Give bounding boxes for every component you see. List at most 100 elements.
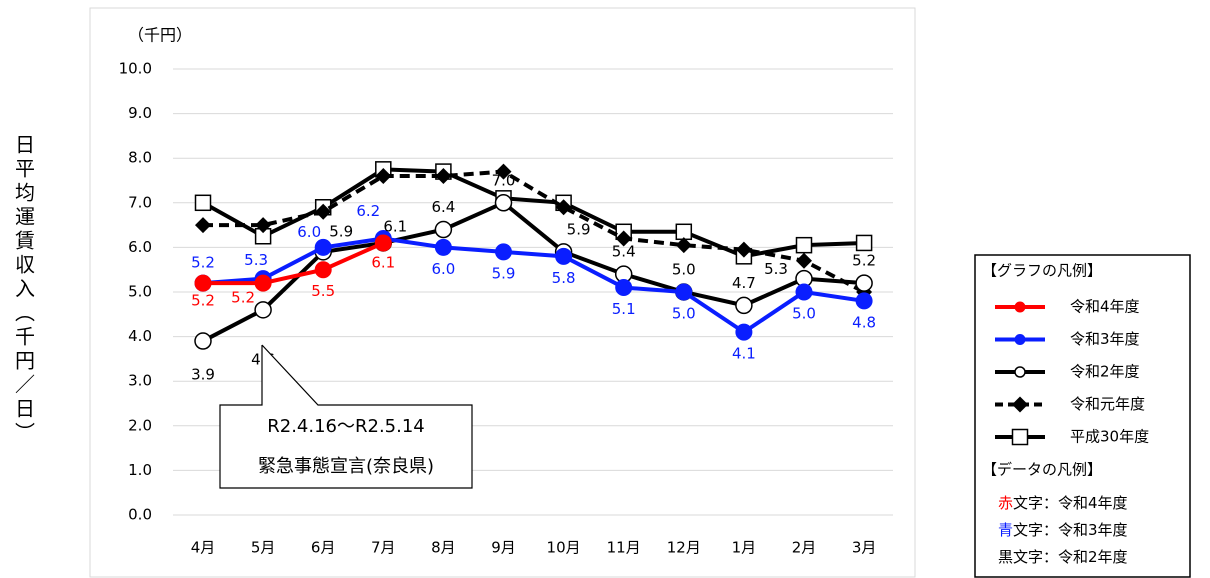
series-line	[203, 169, 866, 294]
chart-frame	[89, 7, 916, 578]
data-point	[434, 220, 453, 239]
data-point	[675, 283, 693, 301]
legend-marker	[1011, 428, 1029, 446]
data-legend-text: 文字：令和4年度	[1013, 494, 1128, 512]
data-point	[735, 323, 753, 341]
y-tick-label: 2.0	[128, 416, 152, 434]
data-label: 5.9	[329, 222, 353, 240]
data-legend-item: 黒文字：令和2年度	[998, 548, 1128, 566]
data-legend-title: 【データの凡例】	[982, 461, 1102, 479]
y-tick-label: 7.0	[128, 193, 152, 211]
data-label: 6.2	[356, 202, 380, 220]
legend-title: 【グラフの凡例】	[982, 262, 1102, 280]
data-point	[855, 292, 873, 310]
data-point	[255, 217, 272, 234]
data-label: 5.2	[231, 289, 255, 307]
data-point	[615, 230, 632, 247]
data-label: 5.5	[311, 282, 335, 300]
legend-label: 令和4年度	[1070, 298, 1140, 316]
y-tick-label: 1.0	[128, 461, 152, 479]
data-point	[795, 236, 813, 254]
data-label: 5.8	[552, 269, 576, 287]
x-tick-label: 7月	[371, 539, 396, 557]
data-label: 5.4	[612, 243, 636, 261]
annotation-text: 緊急事態宣言(奈良県)	[258, 456, 434, 477]
data-point	[735, 296, 753, 315]
data-label: 5.1	[612, 300, 636, 318]
legend-marker	[1014, 301, 1026, 313]
data-legend-text: 文字：令和3年度	[1013, 521, 1128, 539]
data-point	[855, 234, 873, 252]
series-line	[202, 200, 865, 343]
data-point	[615, 279, 633, 297]
data-point	[555, 199, 572, 216]
y-tick-label: 9.0	[128, 104, 152, 122]
data-label: 5.2	[191, 292, 215, 310]
data-point	[434, 238, 452, 256]
y-tick-label: 10.0	[119, 60, 152, 78]
data-point	[194, 332, 212, 350]
data-label: 6.1	[371, 253, 395, 271]
y-tick-label: 5.0	[128, 283, 152, 301]
y-tick-label: 8.0	[128, 149, 152, 167]
x-tick-label: 2月	[792, 539, 817, 557]
data-label: 7.0	[492, 171, 516, 189]
x-tick-label: 8月	[431, 539, 456, 557]
data-point	[675, 237, 692, 254]
data-label: 4.7	[732, 274, 756, 292]
data-label: 5.9	[492, 264, 516, 282]
annotation-text: R2.4.16～R2.5.14	[267, 416, 425, 437]
data-point	[374, 234, 392, 252]
x-tick-label: 3月	[852, 539, 877, 557]
series-line	[203, 241, 385, 286]
data-label: 6.4	[431, 198, 455, 216]
data-label: 6.0	[297, 223, 321, 241]
data-point	[675, 223, 693, 241]
data-point	[375, 168, 392, 185]
data-label: 6.1	[383, 217, 407, 235]
data-legend-color-word: 赤	[998, 494, 1013, 512]
data-point	[195, 217, 211, 234]
legend-label: 令和2年度	[1070, 363, 1140, 381]
data-point	[495, 163, 512, 180]
unit-label: （千円）	[128, 26, 192, 45]
legend-items: 令和4年度令和3年度令和2年度令和元年度平成30年度赤文字：令和4年度青文字：令…	[995, 298, 1149, 566]
x-tick-label: 12月	[667, 539, 701, 557]
x-tick-label: 6月	[311, 539, 336, 557]
data-point	[435, 168, 452, 185]
data-label: 6.0	[431, 260, 455, 278]
data-legend-item: 赤文字：令和4年度	[998, 494, 1128, 512]
data-point	[314, 261, 332, 279]
series-line	[202, 167, 865, 259]
data-legend-item: 青文字：令和3年度	[998, 521, 1128, 539]
data-point	[495, 243, 512, 261]
data-label: 5.9	[567, 220, 591, 238]
data-point	[855, 274, 873, 292]
data-point	[735, 241, 752, 258]
x-tick-label: 9月	[491, 539, 516, 557]
data-point	[494, 194, 513, 212]
series-line	[202, 236, 865, 335]
data-label: 3.9	[191, 366, 215, 384]
data-point	[795, 283, 813, 301]
data-point	[194, 274, 212, 292]
data-label: 5.2	[852, 252, 876, 270]
y-tick-label: 6.0	[128, 238, 152, 256]
data-point	[194, 194, 212, 212]
data-legend-color-word: 青	[998, 521, 1013, 539]
data-point	[796, 252, 812, 269]
data-point	[254, 274, 272, 292]
data-label: 5.2	[191, 254, 215, 272]
legend-label: 令和元年度	[1070, 395, 1145, 413]
data-legend-text: 文字：令和2年度	[1013, 548, 1128, 566]
data-point	[254, 301, 272, 319]
legend-marker	[1012, 396, 1028, 413]
y-tick-label: 4.0	[128, 327, 152, 345]
x-tick-label: 11月	[607, 539, 641, 557]
y-axis-title: 日平均運賃収入（千円／日）	[12, 134, 36, 446]
x-tick-label: 1月	[732, 539, 757, 557]
legend-label: 平成30年度	[1070, 428, 1149, 446]
data-label: 4.8	[852, 313, 876, 331]
legend-marker	[1014, 366, 1026, 378]
